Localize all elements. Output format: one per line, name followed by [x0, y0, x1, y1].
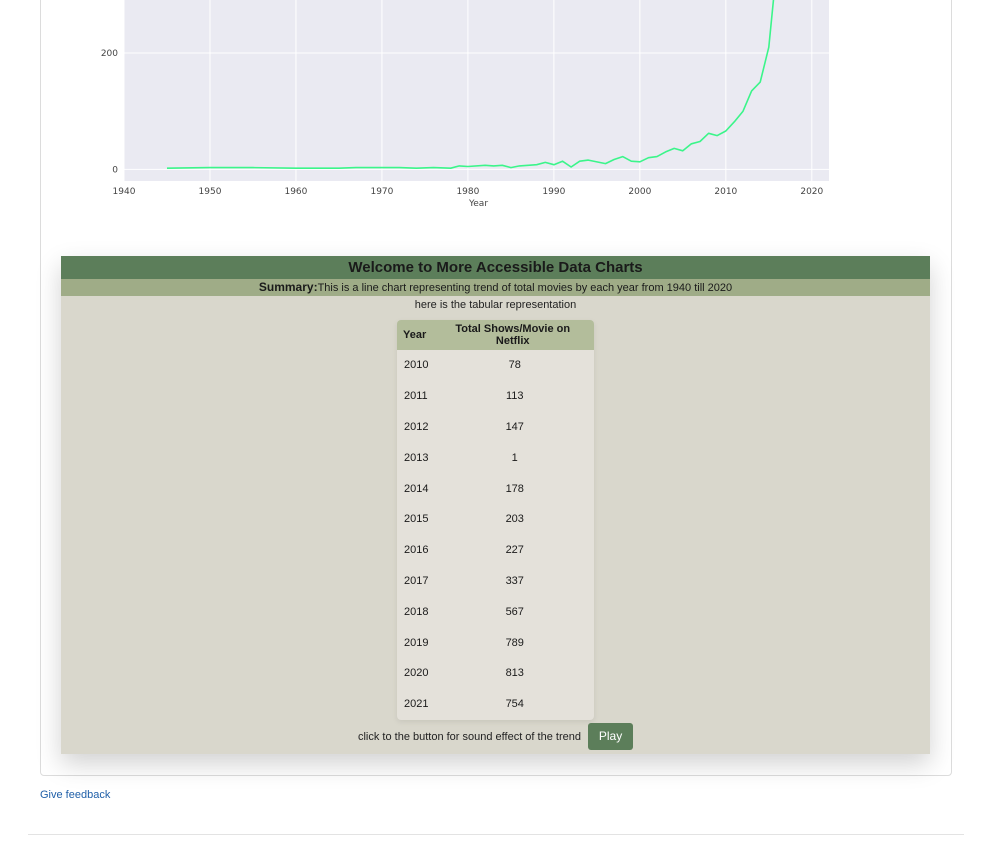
year-cell: 2010	[404, 359, 429, 372]
x-tick-label: 1990	[542, 187, 565, 197]
table-row: 2019 789	[397, 627, 594, 658]
panel-title: Welcome to More Accessible Data Charts	[61, 256, 930, 279]
table-row: 2016 227	[397, 535, 594, 566]
accessible-chart-panel: Welcome to More Accessible Data Charts S…	[61, 256, 930, 754]
year-cell: 2018	[404, 605, 429, 618]
data-table: Year Total Shows/Movie on Netflix 2010 78…	[397, 320, 594, 720]
x-tick-label: 2020	[800, 187, 823, 197]
table-row: 2011 113	[397, 381, 594, 412]
table-row: 2021 754	[397, 689, 594, 720]
total-cell: 203	[505, 513, 524, 526]
total-cell: 178	[505, 482, 524, 495]
column-header-total: Total Shows/Movie on Netflix	[455, 323, 571, 347]
total-cell: 813	[505, 667, 524, 680]
plot-background	[124, 0, 829, 181]
x-tick-label: 2010	[714, 187, 737, 197]
year-cell: 2016	[404, 544, 429, 557]
divider	[28, 834, 964, 835]
table-row: 2010 78	[397, 350, 594, 381]
x-tick-label: 1940	[113, 187, 136, 197]
play-row: click to the button for sound effect of …	[61, 723, 930, 751]
table-row: 2015 203	[397, 504, 594, 535]
total-cell: 337	[505, 574, 524, 587]
total-cell: 754	[505, 698, 524, 711]
x-tick-label: 1980	[456, 187, 479, 197]
total-cell: 1	[511, 451, 518, 464]
y-tick-label: 0	[112, 165, 118, 175]
table-row: 2014 178	[397, 473, 594, 504]
table-row: 2020 813	[397, 658, 594, 689]
x-tick-label: 1950	[199, 187, 222, 197]
y-tick-label: 200	[101, 49, 118, 59]
year-cell: 2014	[404, 482, 429, 495]
tabular-note: here is the tabular representation	[414, 299, 577, 311]
table-row: 2018 567	[397, 596, 594, 627]
play-button[interactable]: Play	[588, 723, 634, 750]
year-cell: 2013	[404, 451, 429, 464]
year-cell: 2011	[404, 390, 428, 403]
year-cell: 2020	[404, 667, 429, 680]
table-row: 2012 147	[397, 412, 594, 443]
summary-bar: Summary:This is a line chart representin…	[61, 279, 930, 296]
year-cell: 2021	[404, 698, 429, 711]
total-cell: 789	[505, 636, 524, 649]
summary-text: This is a line chart representing trend …	[317, 282, 733, 294]
year-cell: 2019	[404, 636, 429, 649]
summary-label: Summary:	[258, 280, 318, 294]
x-axis-label: Year	[468, 199, 488, 209]
x-tick-label: 1970	[370, 187, 393, 197]
give-feedback-link[interactable]: Give feedback	[40, 789, 111, 801]
year-cell: 2012	[404, 420, 429, 433]
total-cell: 567	[505, 605, 524, 618]
x-tick-label: 1960	[284, 187, 307, 197]
year-cell: 2015	[404, 513, 429, 526]
year-cell: 2017	[404, 574, 429, 587]
table-row: 2013 1	[397, 442, 594, 473]
column-header-year: Year	[403, 329, 427, 341]
series-line	[166, 0, 775, 169]
table-header-row: Year Total Shows/Movie on Netflix	[397, 320, 594, 350]
total-cell: 227	[505, 544, 524, 557]
x-tick-label: 2000	[628, 187, 651, 197]
total-cell: 113	[505, 390, 524, 403]
play-note: click to the button for sound effect of …	[357, 730, 581, 743]
total-cell: 147	[505, 420, 524, 433]
line-chart: 1940 1950 1960 1970 1980 1990 2000 2010 2020 0 200…	[101, 0, 829, 209]
table-row: 2017 337	[397, 566, 594, 597]
total-cell: 78	[508, 359, 521, 372]
